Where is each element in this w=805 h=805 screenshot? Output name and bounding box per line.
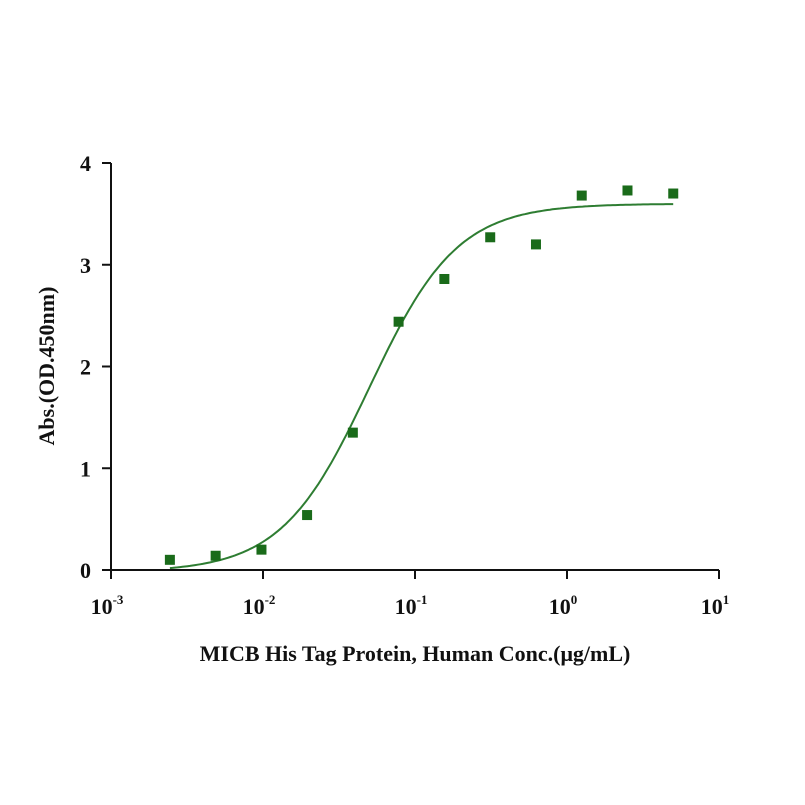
y-tick-label: 0	[80, 558, 91, 583]
y-tick-label: 3	[80, 253, 91, 278]
x-tick-base: 10	[701, 594, 723, 619]
x-tick-label: 10-3	[91, 592, 124, 619]
axes	[102, 162, 720, 579]
x-tick-exponent: -2	[265, 592, 276, 607]
y-tick-label: 4	[80, 151, 91, 176]
data-point	[576, 190, 587, 201]
data-point	[393, 316, 404, 327]
x-tick-base: 10	[91, 594, 113, 619]
data-point	[210, 550, 221, 561]
data-point	[302, 510, 313, 521]
data-point	[530, 239, 541, 250]
x-tick-label: 100	[549, 592, 578, 619]
x-tick-base: 10	[395, 594, 417, 619]
fit-curve	[169, 203, 674, 570]
x-axis-label: MICB His Tag Protein, Human Conc.(μg/mL)	[200, 641, 631, 666]
data-point	[485, 232, 496, 243]
data-point	[164, 554, 175, 565]
x-tick-label: 10-2	[243, 592, 276, 619]
y-tick-labels: 0 1 2 3 4	[80, 151, 91, 583]
x-tick-exponent: 1	[723, 592, 730, 607]
x-tick-label: 10-1	[395, 592, 428, 619]
y-axis-label: Abs.(OD.450nm)	[34, 287, 59, 446]
x-tick-exponent: 0	[571, 592, 578, 607]
x-tick-labels: 10-3 10-2 10-1 100 101	[91, 592, 730, 619]
data-point	[439, 273, 450, 284]
y-tick-label: 1	[80, 456, 91, 481]
x-tick-base: 10	[243, 594, 265, 619]
data-point	[668, 188, 679, 199]
x-tick-base: 10	[549, 594, 571, 619]
data-point	[256, 544, 267, 555]
y-tick-label: 2	[80, 355, 91, 380]
x-tick-exponent: -1	[417, 592, 428, 607]
data-point	[347, 427, 358, 438]
x-tick-exponent: -3	[113, 592, 124, 607]
data-point	[622, 185, 633, 196]
data-points	[164, 185, 679, 565]
x-tick-label: 101	[701, 592, 730, 619]
